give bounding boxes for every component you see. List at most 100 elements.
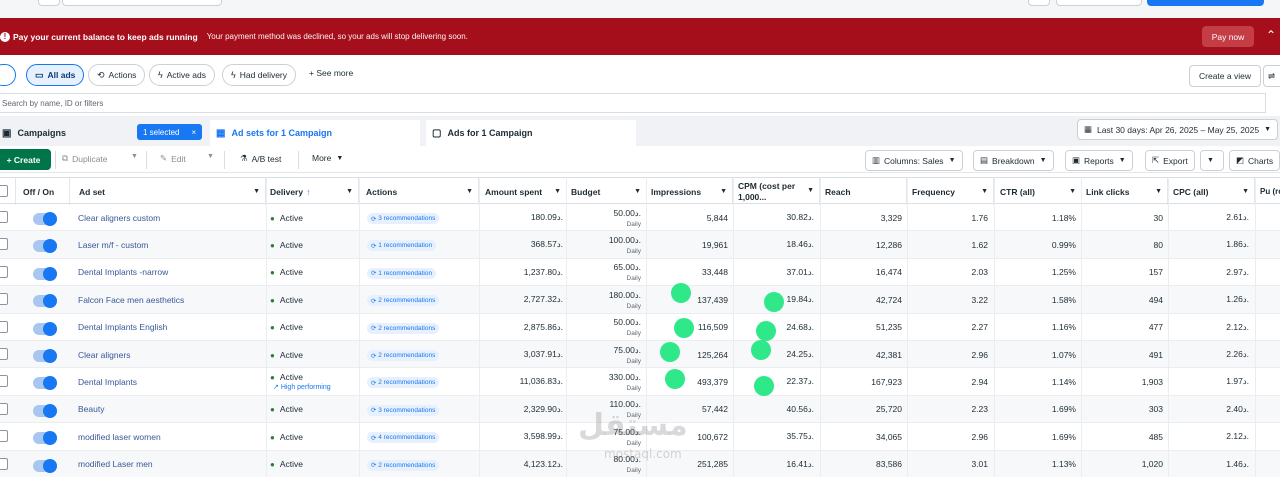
budget-cell[interactable]: 50.00د. Daily xyxy=(613,317,641,338)
ad-set-name-link[interactable]: Dental Implants xyxy=(78,376,138,387)
selected-badge[interactable]: 1 selected × xyxy=(137,124,203,140)
filter-active-ads[interactable]: ϟ Active ads xyxy=(149,64,215,86)
col-budget[interactable]: Budget ▼ xyxy=(568,178,647,205)
ad-set-name-link[interactable]: Clear aligners xyxy=(78,349,131,360)
budget-cell[interactable]: 75.00د. Daily xyxy=(613,426,641,447)
on-off-toggle[interactable] xyxy=(33,212,57,226)
pay-now-button[interactable]: Pay now xyxy=(1202,26,1254,47)
reports-button[interactable]: ▣ Reports ▼ xyxy=(1065,150,1133,171)
ad-set-name-link[interactable]: Dental Implants -narrow xyxy=(78,267,169,278)
tab-ad-sets[interactable]: ▦ Ad sets for 1 Campaign xyxy=(210,120,420,146)
col-impressions[interactable]: Impressions ▼ xyxy=(648,178,733,205)
row-checkbox[interactable] xyxy=(0,402,8,415)
ad-set-name-link[interactable]: modified laser women xyxy=(78,431,161,442)
recommendations-badge[interactable]: ⟳ 2 recommendations xyxy=(367,350,440,361)
on-off-toggle[interactable] xyxy=(33,266,57,281)
chevron-down-icon[interactable]: ▼ xyxy=(207,153,214,160)
row-checkbox[interactable] xyxy=(0,238,8,251)
top-button[interactable] xyxy=(1056,0,1142,6)
row-checkbox[interactable] xyxy=(0,293,8,306)
row-checkbox[interactable] xyxy=(0,457,8,470)
on-off-toggle[interactable] xyxy=(33,239,57,254)
table-row[interactable]: Clear aligners custom Active ⟳ 3 recommend… xyxy=(0,204,1280,232)
create-button[interactable]: + Create xyxy=(0,149,51,170)
tab-campaigns[interactable]: ▣ Campaigns xyxy=(2,127,66,139)
col-delivery[interactable]: Delivery ↑ ▼ xyxy=(267,178,359,205)
account-selector[interactable] xyxy=(62,0,222,6)
row-checkbox[interactable] xyxy=(0,320,8,333)
col-cpc[interactable]: CPC (all) ▼ xyxy=(1170,178,1255,205)
table-row[interactable]: Dental Implants Active↗ High performing ⟳ … xyxy=(0,368,1280,396)
edit-button[interactable]: ✎ Edit xyxy=(160,153,186,164)
budget-cell[interactable]: 65.00د. Daily xyxy=(613,262,641,283)
col-actions[interactable]: Actions ▼ xyxy=(363,178,479,205)
table-row[interactable]: modified laser women Active ⟳ 4 recommenda… xyxy=(0,423,1280,451)
chevron-down-icon[interactable]: ▼ xyxy=(131,153,138,160)
top-control[interactable] xyxy=(38,0,60,6)
col-frequency[interactable]: Frequency ▼ xyxy=(909,178,994,205)
on-off-toggle[interactable] xyxy=(33,321,57,336)
recommendations-badge[interactable]: ⟳ 1 recommendation xyxy=(367,240,437,252)
ad-set-name-link[interactable]: Falcon Face men aesthetics xyxy=(78,294,185,305)
top-primary-button[interactable] xyxy=(1147,0,1264,6)
table-row[interactable]: Laser m/f - custom Active ⟳ 1 recommendati… xyxy=(0,231,1280,259)
ab-test-button[interactable]: ⚗ A/B test xyxy=(240,153,282,164)
budget-cell[interactable]: 110.00د. Daily xyxy=(609,399,641,420)
chevron-down-icon[interactable]: ▼ xyxy=(1200,150,1224,171)
filter-all-ads[interactable]: ▭ All ads xyxy=(26,64,85,86)
on-off-toggle[interactable] xyxy=(33,349,57,363)
recommendations-badge[interactable]: ⟳ 1 recommendation xyxy=(367,267,437,279)
col-reach[interactable]: Reach xyxy=(822,178,907,205)
recommendations-badge[interactable]: ⟳ 2 recommendations xyxy=(367,377,440,389)
table-row[interactable]: Beauty Active ⟳ 3 recommendations 2,329.90د… xyxy=(0,395,1280,424)
table-row[interactable]: modified Laser men Active ⟳ 2 recommendati… xyxy=(0,450,1280,477)
select-all-checkbox[interactable] xyxy=(0,178,16,205)
ad-set-name-link[interactable]: Laser m/f - custom xyxy=(78,239,149,250)
recommendations-badge[interactable]: ⟳ 3 recommendations xyxy=(367,213,440,224)
budget-cell[interactable]: 100.00د. Daily xyxy=(608,234,641,255)
budget-cell[interactable]: 180.00د. Daily xyxy=(608,289,641,310)
close-icon[interactable]: × xyxy=(191,127,197,137)
breakdown-button[interactable]: ▤ Breakdown ▼ xyxy=(973,150,1054,171)
table-row[interactable]: Clear aligners Active ⟳ 2 recommendations 3… xyxy=(0,341,1280,369)
sliders-icon[interactable]: ⇌ xyxy=(1263,65,1280,87)
budget-cell[interactable]: 75.00د. Daily xyxy=(613,344,641,365)
ad-set-name-link[interactable]: modified Laser men xyxy=(78,459,153,470)
col-cpm[interactable]: CPM (cost per 1,000... ▼ xyxy=(735,178,820,205)
on-off-toggle[interactable] xyxy=(33,376,57,391)
on-off-toggle[interactable] xyxy=(33,294,57,309)
recommendations-badge[interactable]: ⟳ 3 recommendations xyxy=(367,404,440,416)
recommendations-badge[interactable]: ⟳ 4 recommendations xyxy=(367,432,440,444)
create-view-button[interactable]: Create a view xyxy=(1189,65,1261,87)
see-more-button[interactable]: + See more xyxy=(309,68,354,78)
ad-set-name-link[interactable]: Beauty xyxy=(78,404,105,415)
row-checkbox[interactable] xyxy=(0,375,8,388)
more-button[interactable]: More ▼ xyxy=(312,153,344,163)
ad-set-name-link[interactable]: Clear aligners custom xyxy=(78,212,161,223)
row-checkbox[interactable] xyxy=(0,211,8,223)
col-amount-spent[interactable]: Amount spent ▼ xyxy=(482,178,567,205)
charts-button[interactable]: ◩ Charts xyxy=(1229,150,1280,171)
col-off-on[interactable]: Off / On xyxy=(20,178,70,205)
filter-actions[interactable]: ⟲ Actions xyxy=(88,64,146,86)
recommendations-badge[interactable]: ⟳ 2 recommendations xyxy=(367,322,440,334)
export-button[interactable]: ⇱ Export xyxy=(1145,150,1195,171)
budget-cell[interactable]: 50.00د. Daily xyxy=(613,207,641,228)
col-ctr[interactable]: CTR (all) ▼ xyxy=(997,178,1082,205)
on-off-toggle[interactable] xyxy=(33,403,57,418)
on-off-toggle[interactable] xyxy=(33,458,57,473)
row-checkbox[interactable] xyxy=(0,348,8,360)
filter-had-delivery[interactable]: ϟ Had delivery xyxy=(222,64,297,86)
row-checkbox[interactable] xyxy=(0,265,8,278)
on-off-toggle[interactable] xyxy=(33,431,57,446)
budget-cell[interactable]: 330.00د. Daily xyxy=(608,371,641,392)
col-purchase[interactable]: Pu (re xyxy=(1257,178,1280,205)
table-row[interactable]: Dental Implants -narrow Active ⟳ 1 recomme… xyxy=(0,259,1280,287)
row-checkbox[interactable] xyxy=(0,430,8,443)
table-row[interactable]: Dental Implants English Active ⟳ 2 recomme… xyxy=(0,314,1280,341)
top-icon-button[interactable] xyxy=(1028,0,1050,6)
ad-set-name-link[interactable]: Dental Implants English xyxy=(78,322,168,333)
recommendations-badge[interactable]: ⟳ 2 recommendations xyxy=(367,295,440,307)
duplicate-button[interactable]: ⧉ Duplicate xyxy=(62,153,108,164)
date-range-picker[interactable]: ▦ Last 30 days: Apr 26, 2025 – May 25, 20… xyxy=(1077,119,1279,140)
